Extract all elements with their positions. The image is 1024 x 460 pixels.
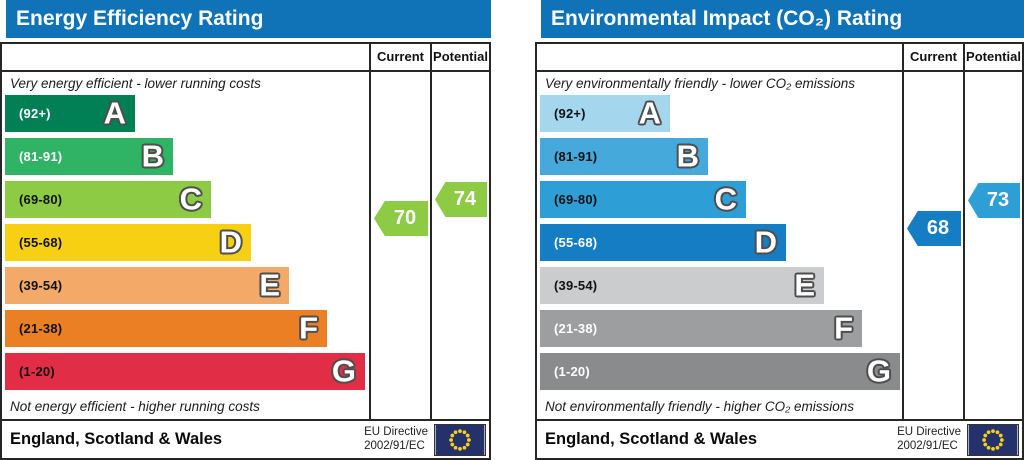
region-label: England, Scotland & Wales	[545, 430, 758, 448]
current-rating-value: 70	[393, 207, 417, 229]
header-spacer	[2, 44, 369, 70]
band-row-a: (92+) A	[540, 95, 670, 132]
band-range-label: (1-20)	[19, 364, 55, 379]
potential-rating-arrow: 73	[968, 183, 1020, 218]
band-range-label: (21-38)	[554, 321, 598, 336]
potential-rating-value: 74	[453, 188, 477, 210]
band-range-label: (21-38)	[19, 321, 63, 336]
band-list: (92+) A (81-91) B (69-80) C (55-68)	[2, 92, 369, 390]
current-rating-arrow: 68	[907, 211, 961, 246]
bottom-note: Not environmentally friendly - higher CO…	[545, 399, 855, 414]
band-range-label: (81-91)	[554, 149, 598, 164]
region-label: England, Scotland & Wales	[10, 430, 223, 448]
band-row-g: (1-20) G	[540, 353, 900, 390]
eu-directive-line2: 2002/91/EC	[364, 439, 425, 452]
current-rating-value: 68	[926, 217, 950, 239]
band-letter: F	[834, 309, 853, 345]
band-row-g: (1-20) G	[5, 353, 365, 390]
eu-directive-line2: 2002/91/EC	[897, 439, 958, 452]
header-spacer	[537, 44, 902, 70]
potential-rating-column: 74	[430, 72, 489, 419]
band-range-label: (1-20)	[554, 364, 590, 379]
eu-directive-label: EU Directive 2002/91/EC	[364, 426, 428, 454]
band-range-label: (81-91)	[19, 149, 63, 164]
band-row-b: (81-91) B	[5, 138, 173, 175]
chart-title: Environmental Impact (CO₂) Rating	[541, 0, 1024, 38]
band-range-label: (92+)	[19, 106, 51, 121]
band-range-label: (69-80)	[19, 192, 63, 207]
band-letter: C	[714, 180, 737, 216]
band-letter: D	[754, 223, 777, 259]
band-range-label: (69-80)	[554, 192, 598, 207]
band-letter: G	[331, 352, 356, 388]
chart-footer: England, Scotland & Wales EU Directive 2…	[537, 419, 1022, 458]
environmental-impact-chart: Environmental Impact (CO₂) Rating Curren…	[535, 0, 1024, 460]
band-row-b: (81-91) B	[540, 138, 708, 175]
band-row-f: (21-38) F	[540, 310, 862, 347]
column-header-row: Current Potential	[2, 44, 489, 72]
column-header-row: Current Potential	[537, 44, 1022, 72]
chart-title: Energy Efficiency Rating	[6, 0, 491, 38]
band-letter: E	[794, 266, 815, 302]
band-letter: E	[259, 266, 280, 302]
band-row-e: (39-54) E	[5, 267, 289, 304]
potential-rating-value: 73	[986, 189, 1010, 211]
rating-body: Very energy efficient - lower running co…	[2, 72, 489, 419]
potential-rating-arrow: 74	[435, 182, 487, 217]
current-rating-column: 68	[902, 72, 963, 419]
energy-efficiency-chart: Energy Efficiency Rating Current Potenti…	[0, 0, 491, 460]
band-row-d: (55-68) D	[5, 224, 251, 261]
band-range-label: (39-54)	[554, 278, 598, 293]
band-row-a: (92+) A	[5, 95, 135, 132]
band-range-label: (92+)	[554, 106, 586, 121]
eu-flag-icon	[967, 423, 1019, 456]
band-row-c: (69-80) C	[540, 181, 746, 218]
band-range-label: (55-68)	[554, 235, 598, 250]
potential-rating-column: 73	[963, 72, 1022, 419]
band-row-c: (69-80) C	[5, 181, 211, 218]
band-letter: G	[866, 352, 891, 388]
current-column-header: Current	[369, 44, 430, 70]
chart-footer: England, Scotland & Wales EU Directive 2…	[2, 419, 489, 458]
band-letter: F	[299, 309, 318, 345]
bands-area: Very energy efficient - lower running co…	[2, 72, 369, 419]
rating-body: Very environmentally friendly - lower CO…	[537, 72, 1022, 419]
band-row-e: (39-54) E	[540, 267, 824, 304]
band-letter: C	[179, 180, 202, 216]
eu-directive-line1: EU Directive	[897, 425, 961, 438]
band-letter: D	[219, 223, 242, 259]
band-letter: B	[676, 137, 699, 173]
eu-directive-line1: EU Directive	[364, 425, 428, 438]
band-letter: A	[638, 94, 661, 130]
rating-table: Current Potential Very energy efficient …	[0, 42, 491, 460]
potential-column-header: Potential	[963, 44, 1022, 70]
band-range-label: (55-68)	[19, 235, 63, 250]
current-rating-arrow: 70	[374, 201, 428, 236]
top-note: Very energy efficient - lower running co…	[10, 76, 261, 91]
eu-directive-label: EU Directive 2002/91/EC	[897, 426, 961, 454]
current-rating-column: 70	[369, 72, 430, 419]
band-row-f: (21-38) F	[5, 310, 327, 347]
band-row-d: (55-68) D	[540, 224, 786, 261]
top-note: Very environmentally friendly - lower CO…	[545, 76, 855, 91]
current-column-header: Current	[902, 44, 963, 70]
bottom-note: Not energy efficient - higher running co…	[10, 399, 260, 414]
band-range-label: (39-54)	[19, 278, 63, 293]
band-letter: B	[141, 137, 164, 173]
bands-area: Very environmentally friendly - lower CO…	[537, 72, 902, 419]
band-letter: A	[103, 94, 126, 130]
eu-flag-icon	[434, 423, 486, 456]
rating-table: Current Potential Very environmentally f…	[535, 42, 1024, 460]
potential-column-header: Potential	[430, 44, 489, 70]
band-list: (92+) A (81-91) B (69-80) C (55-68)	[537, 92, 902, 390]
